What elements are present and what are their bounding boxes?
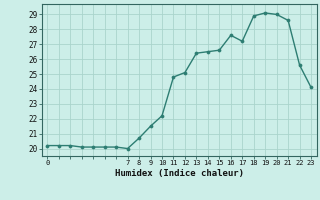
X-axis label: Humidex (Indice chaleur): Humidex (Indice chaleur) bbox=[115, 169, 244, 178]
